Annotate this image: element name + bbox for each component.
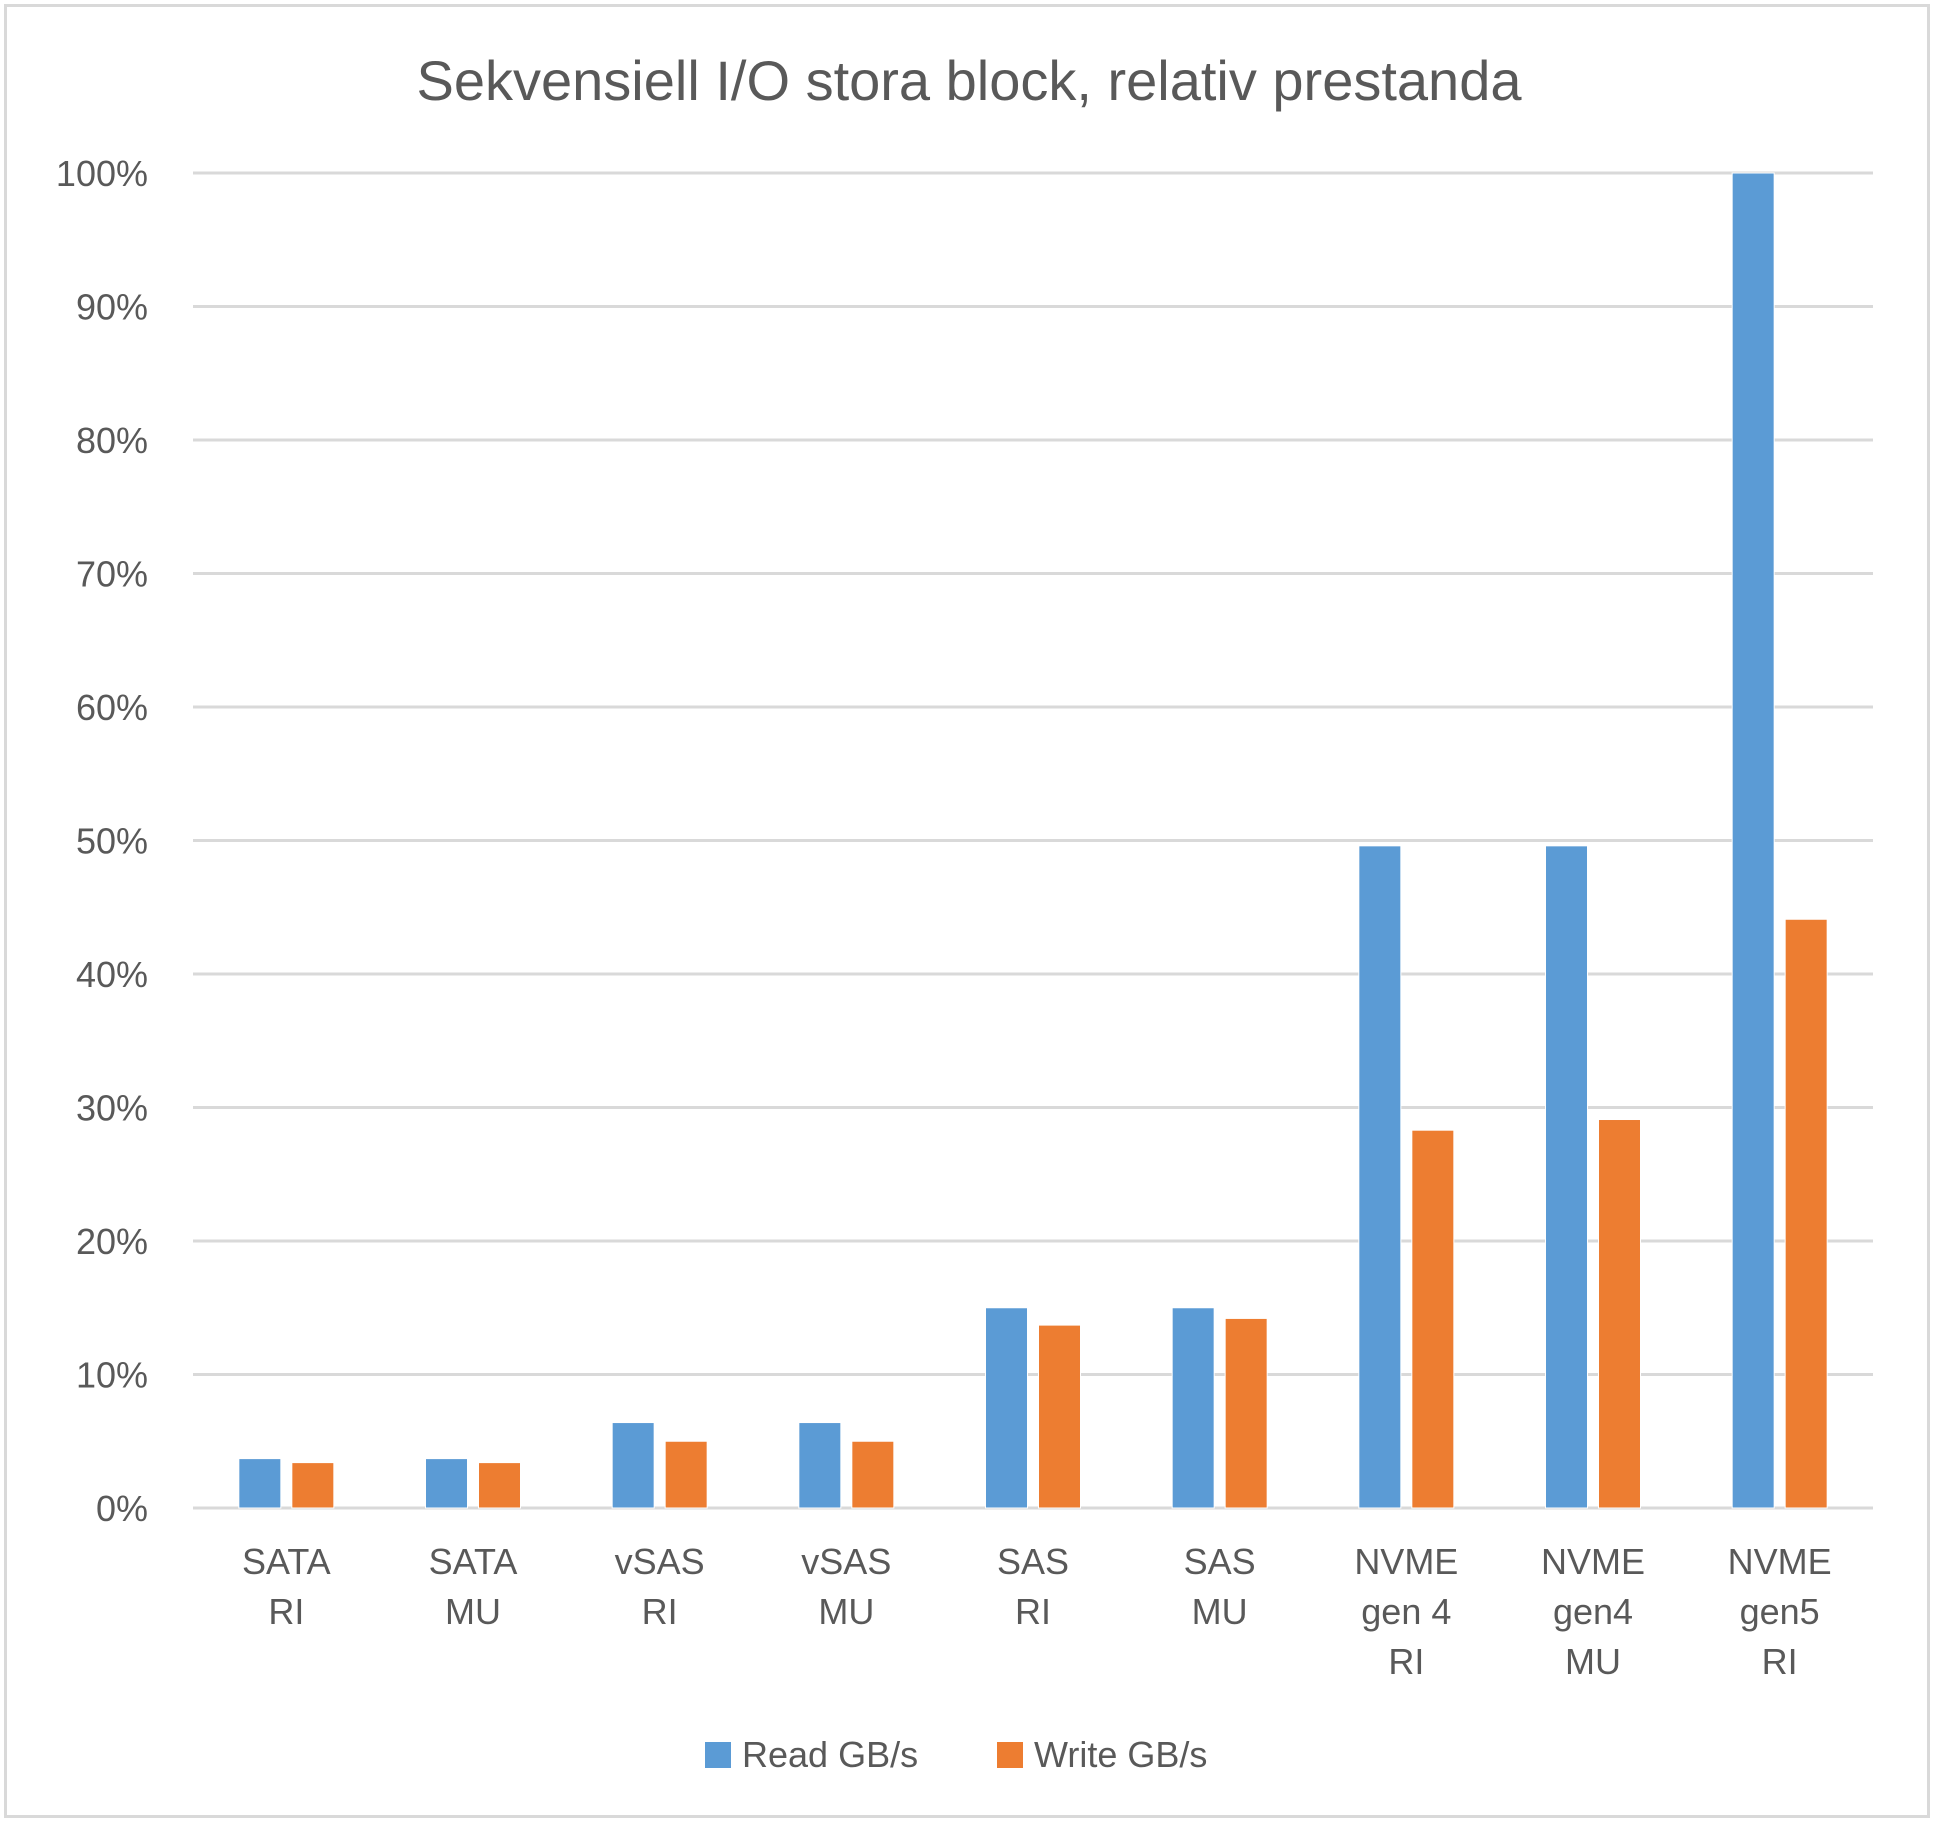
- bars: [238, 172, 1828, 1509]
- x-category-label: vSAS: [615, 1541, 705, 1582]
- gridlines: [193, 171, 1873, 1510]
- x-category-label: vSAS: [801, 1541, 891, 1582]
- x-category-label: RI: [1388, 1641, 1424, 1682]
- x-category-label: MU: [445, 1591, 501, 1632]
- x-category-label: MU: [818, 1591, 874, 1632]
- legend-label-write: Write GB/s: [1034, 1734, 1207, 1775]
- bar-write: [1411, 1129, 1455, 1509]
- legend-label-read: Read GB/s: [742, 1734, 918, 1775]
- y-tick-label: 90%: [76, 287, 148, 328]
- bar-write: [851, 1440, 895, 1509]
- x-category-label: RI: [1015, 1591, 1051, 1632]
- x-category-label: RI: [642, 1591, 678, 1632]
- x-category-label: gen 4: [1361, 1591, 1451, 1632]
- chart-title: Sekvensiell I/O stora block, relativ pre…: [417, 49, 1523, 112]
- bar-write: [1038, 1324, 1081, 1509]
- legend: Read GB/s Write GB/s: [705, 1734, 1207, 1775]
- y-tick-label: 10%: [76, 1355, 148, 1396]
- bar-read: [611, 1422, 655, 1509]
- y-tick-label: 60%: [76, 687, 148, 728]
- bar-write: [664, 1440, 708, 1509]
- bar-read: [425, 1458, 468, 1509]
- x-category-label: gen4: [1553, 1591, 1633, 1632]
- x-category-label: NVME: [1354, 1541, 1458, 1582]
- bar-write: [1784, 918, 1828, 1509]
- x-category-label: gen5: [1740, 1591, 1820, 1632]
- x-category-label: RI: [1762, 1641, 1798, 1682]
- y-tick-label: 40%: [76, 954, 148, 995]
- x-category-label: SAS: [1184, 1541, 1256, 1582]
- bar-write: [478, 1462, 521, 1509]
- legend-swatch-write: [997, 1742, 1023, 1768]
- x-category-label: SATA: [242, 1541, 331, 1582]
- bar-read: [1545, 845, 1588, 1509]
- bar-read: [1731, 172, 1775, 1509]
- x-category-label: NVME: [1728, 1541, 1832, 1582]
- y-tick-label: 50%: [76, 821, 148, 862]
- y-tick-label: 0%: [96, 1488, 148, 1529]
- x-category-label: NVME: [1541, 1541, 1645, 1582]
- x-axis-labels: SATA RI SATA MU vSAS RI vSAS MU SAS RI SAS MU NVME ge…: [242, 1541, 1832, 1682]
- y-tick-label: 100%: [56, 153, 148, 194]
- bar-read: [1171, 1307, 1215, 1509]
- bar-write: [1598, 1119, 1641, 1509]
- bar-read: [1358, 845, 1402, 1509]
- x-category-label: RI: [268, 1591, 304, 1632]
- y-tick-label: 80%: [76, 420, 148, 461]
- bar-write: [1224, 1317, 1268, 1509]
- y-tick-label: 20%: [76, 1221, 148, 1262]
- x-category-label: MU: [1565, 1641, 1621, 1682]
- legend-swatch-read: [705, 1742, 731, 1768]
- x-category-label: SAS: [997, 1541, 1069, 1582]
- y-tick-label: 30%: [76, 1088, 148, 1129]
- bar-read: [238, 1458, 282, 1509]
- bar-read: [798, 1422, 842, 1509]
- y-tick-label: 70%: [76, 554, 148, 595]
- bar-read: [985, 1307, 1028, 1509]
- x-category-label: SATA: [429, 1541, 518, 1582]
- x-category-label: MU: [1192, 1591, 1248, 1632]
- y-axis-ticks: 0% 10% 20% 30% 40% 50% 60% 70% 80% 90% 100%: [56, 153, 148, 1529]
- bar-write: [291, 1462, 335, 1509]
